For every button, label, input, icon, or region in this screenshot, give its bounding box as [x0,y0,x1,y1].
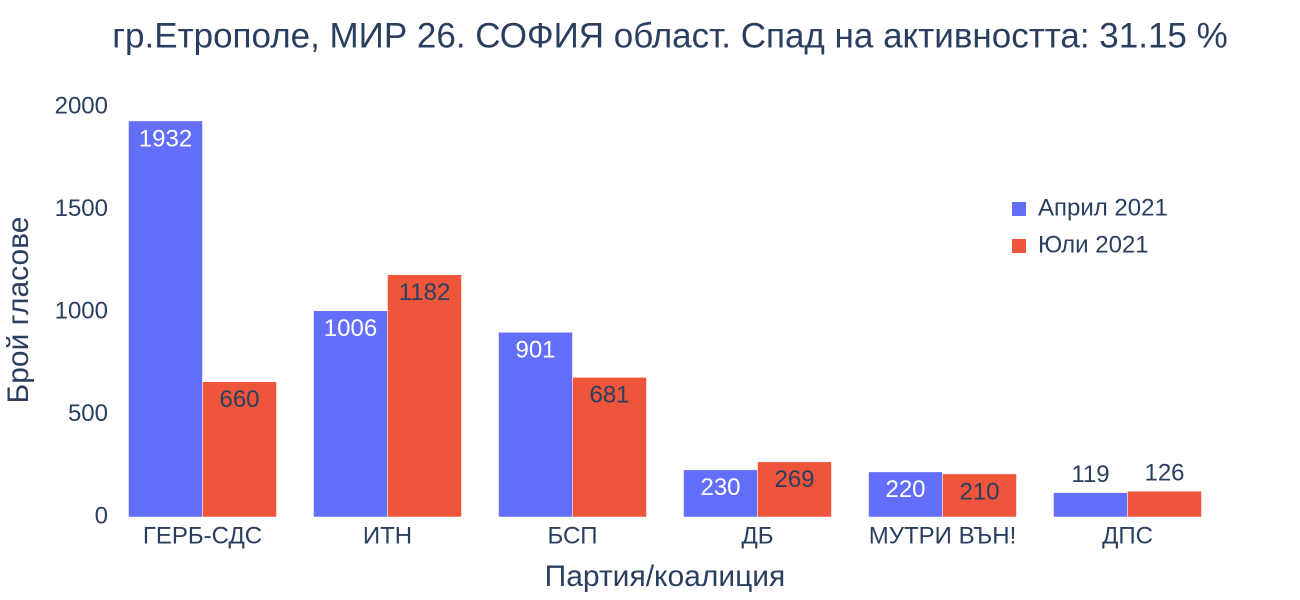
y-axis-title: Брой гласове [2,217,35,404]
bar [868,471,943,518]
legend-swatch [1012,202,1026,216]
data-label: 660 [219,386,259,413]
data-label: 1182 [399,279,451,306]
bar [572,377,647,518]
data-label: 269 [774,466,814,493]
chart-title: гр.Етрополе, МИР 26. СОФИЯ област. Спад … [112,16,1227,55]
legend-swatch [1012,239,1026,253]
bar [387,274,462,518]
x-tick-label: ГЕРБ-СДС [143,522,262,549]
x-axis-title: Партия/коалиция [545,560,786,593]
bar [757,461,832,518]
y-tick-label: 1000 [55,297,108,324]
y-tick-label: 0 [95,502,108,529]
bar [128,120,203,518]
data-label: 119 [1071,461,1109,488]
x-tick-label: ДПС [1102,522,1153,549]
bar [202,381,277,518]
legend-label: Юли 2021 [1038,231,1149,258]
data-label: 230 [700,474,740,501]
y-tick-label: 1500 [55,195,108,222]
bar [1053,492,1128,518]
bar [313,310,388,518]
y-tick-label: 2000 [55,92,108,119]
y-tick-label: 500 [68,400,108,427]
data-label: 210 [959,478,999,505]
data-label: 901 [515,337,555,364]
bar [942,473,1017,518]
data-label: 681 [589,382,629,409]
x-tick-label: БСП [547,522,597,549]
data-label: 1932 [139,125,192,152]
data-label: 1006 [324,315,377,342]
bar [683,469,758,518]
legend-label: Април 2021 [1038,194,1168,221]
bar [1127,490,1202,518]
x-tick-label: ДБ [741,522,773,549]
data-label: 220 [885,476,925,503]
x-tick-label: ИТН [363,522,412,549]
data-label: 126 [1144,460,1184,487]
x-tick-label: МУТРИ ВЪН! [869,522,1016,549]
bar [498,332,573,518]
